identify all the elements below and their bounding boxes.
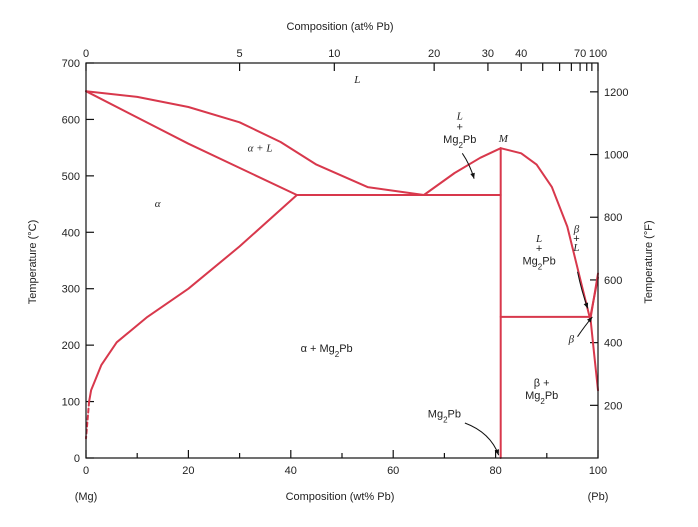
arrow-to-compound-line-head [494, 449, 499, 456]
phase-boundary-10 [589, 276, 599, 318]
x-tick-label: 80 [489, 465, 501, 477]
region-label: Mg2Pb [443, 134, 476, 150]
right-tick-label: 1200 [604, 87, 628, 99]
top-axis-title: Composition (at% Pb) [287, 21, 394, 33]
region-label: + [573, 233, 579, 245]
region-label: β + [534, 377, 550, 389]
top-tick-label: 40 [515, 48, 527, 60]
top-tick-label: 10 [328, 48, 340, 60]
y-tick-label: 500 [62, 171, 80, 183]
y-tick-label: 300 [62, 284, 80, 296]
x-tick-label: 0 [83, 465, 89, 477]
x-tick-label: 60 [387, 465, 399, 477]
region-label: α + L [248, 143, 273, 155]
region-label: M [498, 133, 509, 145]
x-tick-label: 20 [182, 465, 194, 477]
bottom-axis-title: Composition (wt% Pb) [286, 491, 395, 503]
right-axis-title: Temperature (°F) [643, 220, 655, 303]
region-label: L [353, 74, 360, 86]
right-tick-label: 400 [604, 338, 622, 350]
region-label: Mg2Pb [525, 390, 558, 406]
region-label: + [457, 122, 463, 134]
endpoint-left-label: (Mg) [75, 491, 98, 503]
arrow-to-compound-line [464, 422, 500, 456]
y-tick-label: 0 [74, 453, 80, 465]
left-axis-title: Temperature (°C) [27, 220, 39, 304]
right-tick-label: 800 [604, 212, 622, 224]
y-tick-label: 600 [62, 114, 80, 126]
phase-boundary-2 [85, 90, 298, 196]
top-tick-label: 100 [589, 48, 607, 60]
phase-boundary-6 [422, 147, 502, 196]
endpoint-right-label: (Pb) [588, 491, 609, 503]
arrow-to-beta-l-head [583, 302, 589, 309]
region-label: β [568, 333, 575, 345]
y-tick-label: 700 [62, 58, 80, 70]
top-tick-label: 0 [83, 48, 89, 60]
top-tick-label: 20 [428, 48, 440, 60]
right-tick-label: 1000 [604, 150, 628, 162]
arrows [461, 153, 593, 456]
region-label: α + Mg2Pb [301, 343, 353, 359]
phase-boundary-3 [88, 194, 298, 403]
phase-boundary-11 [589, 315, 599, 392]
region-label: + [536, 243, 542, 255]
x-tick-label: 40 [285, 465, 297, 477]
phase-boundary-1 [85, 90, 425, 196]
region-label: Mg2Pb [523, 255, 556, 271]
x-tick-label: 100 [589, 465, 607, 477]
region-label: L [572, 242, 579, 254]
top-tick-label: 70 [574, 48, 586, 60]
axis-ticks: 0 20 40 60 80 1000 5 10 20 30 40 70 1000100200300400… [62, 48, 629, 477]
region-label: α [155, 198, 161, 210]
y-tick-label: 100 [62, 397, 80, 409]
region-label: L [456, 110, 463, 122]
top-tick-label: 5 [237, 48, 243, 60]
right-tick-label: 600 [604, 275, 622, 287]
region-label: β [573, 223, 580, 235]
plot-frame [85, 62, 599, 459]
arrow-to-beta-head [587, 316, 593, 323]
y-tick-label: 200 [62, 340, 80, 352]
region-label: L [535, 233, 542, 245]
arrow-to-liquidus-head [470, 172, 475, 179]
region-label: Mg2Pb [428, 408, 461, 424]
phase-boundary-7 [499, 147, 599, 321]
top-tick-label: 30 [482, 48, 494, 60]
right-tick-label: 200 [604, 400, 622, 412]
phase-boundaries [85, 90, 599, 459]
y-tick-label: 400 [62, 227, 80, 239]
